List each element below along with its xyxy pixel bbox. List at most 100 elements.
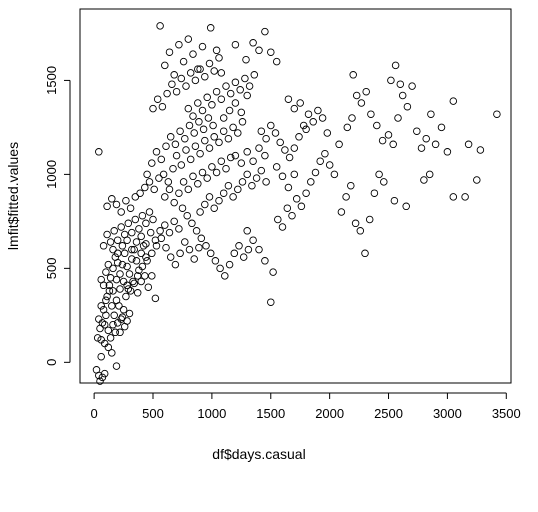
data-point [242,55,250,64]
data-point [373,121,381,130]
data-point [210,204,218,212]
data-point [226,153,235,162]
data-point [290,144,299,152]
data-point [149,104,157,113]
data-point [175,40,183,49]
x-tick-label: 1500 [256,406,285,421]
data-point [311,168,320,177]
data-point [152,242,161,250]
data-point [138,262,147,271]
x-axis: 0 500 1000 1500 2000 2500 3000 3500 [91,392,521,421]
data-point [219,189,228,197]
data-point [185,121,194,130]
data-point [237,159,246,167]
data-point [123,262,131,271]
data-point [199,125,208,134]
data-point [361,249,369,258]
data-point [190,129,198,137]
data-point [116,285,124,293]
data-point [226,89,235,98]
data-point [108,195,116,203]
data-point [152,148,161,156]
data-point [215,196,223,205]
data-point [93,334,102,342]
data-point [184,185,193,194]
data-point [196,208,204,216]
data-point [137,277,145,286]
data-point [150,185,158,194]
data-point [241,74,249,83]
data-point [236,86,244,94]
data-point [257,166,266,175]
data-point [245,82,254,90]
data-point [97,302,105,310]
data-point [118,260,127,269]
data-point [249,236,257,244]
data-point [99,281,108,290]
data-point [158,102,167,111]
data-point [170,217,178,226]
data-point [348,114,356,122]
data-point [190,255,198,263]
data-point [194,65,202,73]
data-point [145,208,154,216]
data-point [178,204,187,212]
data-point [323,129,332,137]
data-point [198,168,207,177]
data-point [142,240,150,248]
data-point [205,144,214,152]
data-point [365,215,374,224]
data-point [252,174,261,182]
data-point [156,22,164,30]
data-point [109,264,117,273]
data-point [215,54,223,62]
data-point [278,172,287,181]
data-point [237,108,246,117]
data-point [161,193,169,201]
data-point [222,82,230,90]
data-point [249,157,257,165]
data-point [122,196,130,205]
data-point [196,65,204,73]
data-point [195,118,203,126]
data-point [238,178,247,186]
data-point [102,296,110,305]
data-point [231,151,240,160]
data-point [284,95,293,103]
data-point [189,50,197,58]
data-point [299,121,308,130]
data-point [119,305,128,314]
data-point [95,148,103,156]
data-point [171,260,180,269]
data-point [191,142,200,150]
data-point [106,334,115,342]
data-point [184,35,193,43]
data-point [302,189,310,197]
data-point [403,102,412,111]
data-point [375,170,383,179]
data-point [347,181,355,190]
x-tick-label: 2500 [374,406,403,421]
data-point [244,245,253,254]
data-point [208,101,216,109]
data-point [109,245,117,254]
data-point [356,227,365,235]
data-point [123,317,131,325]
data-point [146,228,155,237]
data-point [210,133,218,141]
data-point [307,178,315,186]
data-point [219,127,228,135]
data-point [168,80,176,88]
data-point [175,225,183,233]
data-point [131,215,140,224]
data-point [351,219,360,228]
data-point [217,157,226,165]
data-point [229,123,237,132]
data-point [318,114,327,122]
data-point [135,225,143,233]
data-point [128,245,136,254]
data-point [212,168,221,177]
plot-box [79,8,512,384]
data-point [163,89,171,98]
data-point [212,87,221,96]
